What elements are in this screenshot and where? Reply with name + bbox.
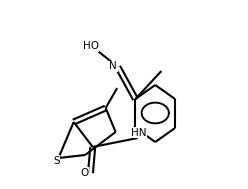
- Text: HO: HO: [83, 41, 99, 51]
- Text: HN: HN: [131, 128, 146, 138]
- Text: O: O: [81, 168, 89, 178]
- Text: N: N: [109, 61, 117, 71]
- Text: S: S: [53, 156, 60, 166]
